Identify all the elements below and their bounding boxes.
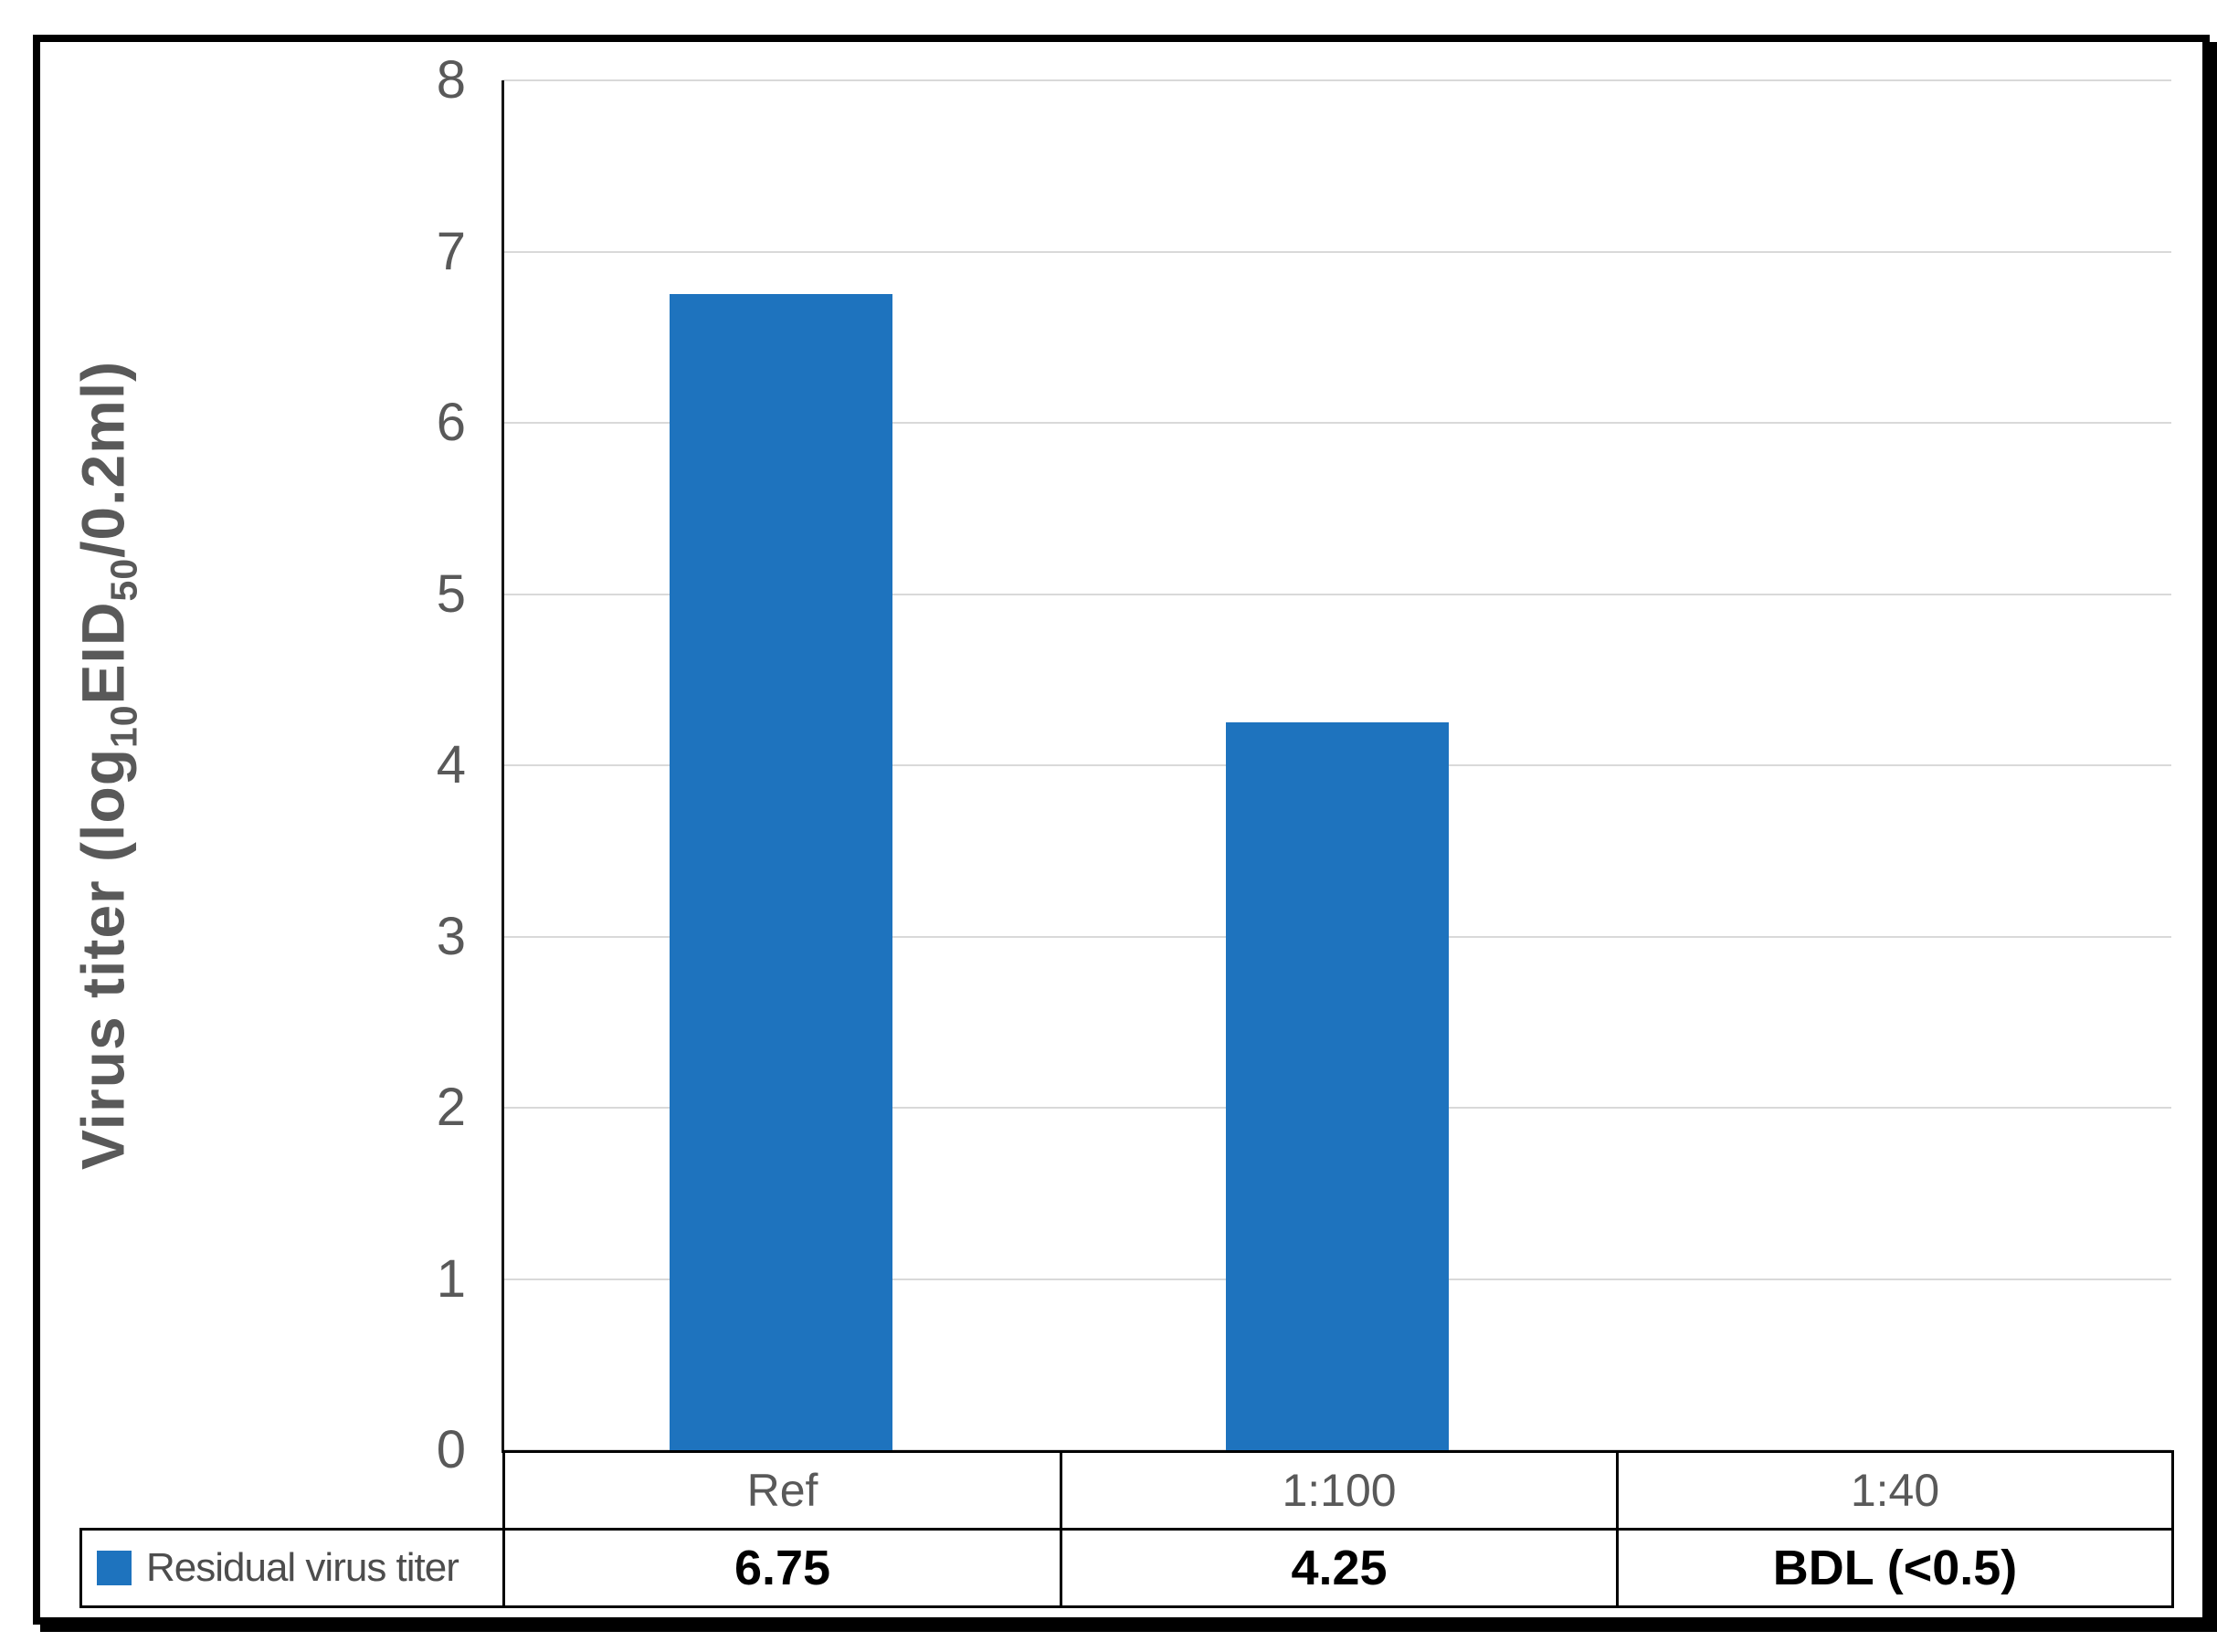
legend: Residual virus titer xyxy=(84,1545,501,1591)
gridline-y-5 xyxy=(502,593,2171,595)
y-tick-label-1: 1 xyxy=(436,1248,466,1309)
gridline-y-7 xyxy=(502,250,2171,253)
value-1-100: 4.25 xyxy=(1060,1528,1619,1608)
bar-1:100 xyxy=(1225,722,1449,1450)
category-value-table: Ref 1:100 1:40 Residual virus titer 6.75… xyxy=(79,1450,2174,1608)
y-tick-label-4: 4 xyxy=(436,735,466,794)
y-axis-title-text: Virus titer (log xyxy=(69,747,137,1171)
bar-Ref xyxy=(669,294,892,1450)
legend-cell: Residual virus titer xyxy=(79,1528,505,1608)
gridline-y-8 xyxy=(502,79,2171,81)
y-axis-title-sub-10: 10 xyxy=(102,704,145,748)
legend-series-label: Residual virus titer xyxy=(146,1545,459,1590)
y-tick-label-8: 8 xyxy=(436,50,466,110)
category-label-ref: Ref xyxy=(502,1450,1062,1531)
y-tick-label-2: 2 xyxy=(436,1078,466,1137)
y-axis-title-text: /0.2ml) xyxy=(69,360,137,558)
category-label-1-100: 1:100 xyxy=(1060,1450,1619,1531)
y-tick-label-6: 6 xyxy=(436,393,466,452)
y-axis-line xyxy=(501,80,504,1453)
y-axis-title-text: EID xyxy=(69,601,137,705)
value-row: Residual virus titer 6.75 4.25 BDL (<0.5… xyxy=(79,1528,2174,1608)
y-axis-title: Virus titer (log10EID50/0.2ml) xyxy=(68,361,145,1170)
y-tick-label-7: 7 xyxy=(436,221,466,281)
category-label-1-40: 1:40 xyxy=(1616,1450,2174,1531)
value-ref: 6.75 xyxy=(502,1528,1062,1608)
category-header-row: Ref 1:100 1:40 xyxy=(81,1450,2174,1531)
y-tick-label-3: 3 xyxy=(436,906,466,966)
value-1-40: BDL (<0.5) xyxy=(1616,1528,2174,1608)
gridline-y-6 xyxy=(502,422,2171,424)
chart-outer-border xyxy=(33,35,2210,1625)
y-axis-title-sub-50: 50 xyxy=(102,557,145,602)
y-tick-label-0: 0 xyxy=(436,1420,466,1479)
gridline-y-0 xyxy=(502,1449,2171,1451)
empty-corner-cell xyxy=(81,1452,504,1530)
y-tick-label-5: 5 xyxy=(436,563,466,624)
legend-color-swatch-icon xyxy=(97,1551,132,1585)
